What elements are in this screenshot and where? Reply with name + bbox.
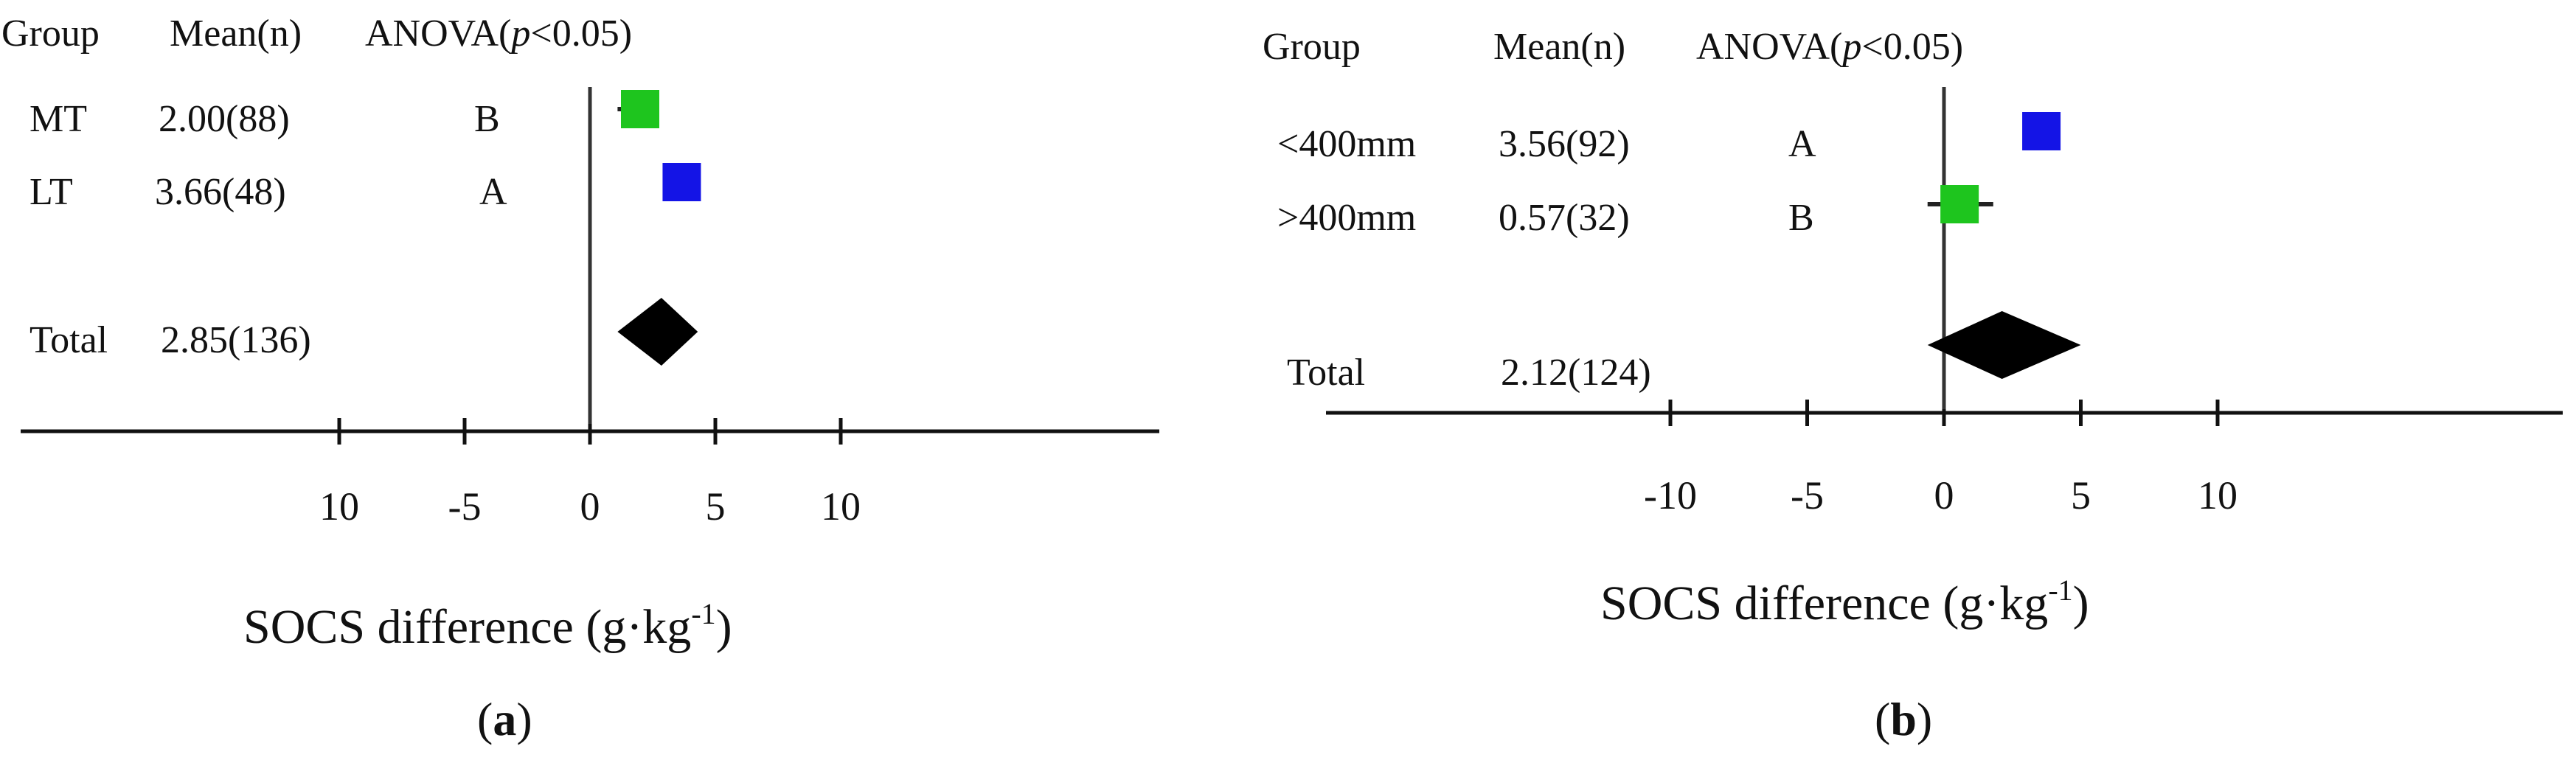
panel-b: Group Mean(n) ANOVA(p<0.05) <400mm 3.56(…: [1263, 26, 2563, 745]
panel-b-x-tick-label: 5: [2071, 473, 2091, 518]
panel-b-header-mean: Mean(n): [1493, 26, 1625, 68]
panel-b-x-tick-labels: -10 -5 0 5 10: [1644, 473, 2237, 518]
panel-b-point-estimate: [1940, 185, 1979, 223]
panel-a-row-mt-anova: B: [474, 98, 500, 140]
panel-a-header-anova: ANOVA(p<0.05): [365, 13, 632, 55]
panel-a-caption: (a): [477, 693, 532, 745]
panel-a-row-mt-mean: 2.00(88): [159, 98, 290, 140]
panel-a-point-estimate: [621, 90, 659, 128]
panel-a-x-tick-label: -5: [448, 484, 482, 529]
panel-a-axis-title: SOCS difference (g·kg-1): [243, 597, 732, 654]
panel-b-row-lt400-mean: 3.56(92): [1499, 123, 1630, 165]
panel-b-row-gt400-anova: B: [1788, 197, 1814, 239]
panel-b-header-anova: ANOVA(p<0.05): [1696, 26, 1963, 68]
panel-b-point-estimate: [2022, 112, 2061, 150]
panel-b-total-mean: 2.12(124): [1501, 352, 1651, 394]
panel-a-row-lt-mean: 3.66(48): [155, 171, 286, 213]
panel-b-x-tick-label: 10: [2198, 473, 2237, 518]
panel-b-x-tick-label: -5: [1791, 473, 1824, 518]
panel-a-x-tick-label: 10: [319, 484, 359, 529]
panel-b-marks: [1927, 112, 2081, 379]
panel-b-x-tick-label: -10: [1644, 473, 1697, 518]
panel-a-header-mean: Mean(n): [170, 13, 302, 55]
panel-b-total-diamond: [1927, 311, 2081, 379]
panel-b-x-tick-label: 0: [1934, 473, 1954, 518]
panel-a-row-mt-label: MT: [29, 98, 87, 140]
panel-a-row-lt-label: LT: [29, 171, 73, 213]
panel-a: Group Mean(n) ANOVA(p<0.05) MT 2.00(88) …: [1, 13, 1159, 745]
panel-a-x-tick-label: 5: [706, 484, 726, 529]
panel-a-x-tick-label: 0: [580, 484, 600, 529]
panel-a-point-estimate: [662, 163, 701, 201]
panel-b-row-gt400-label: >400mm: [1277, 197, 1416, 239]
panel-b-row-gt400-mean: 0.57(32): [1499, 197, 1630, 239]
panel-a-total-label: Total: [29, 319, 108, 361]
panel-b-x-ticks: [1668, 400, 2220, 426]
panel-b-caption: (b): [1875, 693, 1932, 745]
panel-a-total-diamond: [617, 298, 698, 366]
panel-a-total-mean: 2.85(136): [161, 319, 311, 361]
panel-a-x-tick-label: 10: [821, 484, 861, 529]
panel-a-row-lt-anova: A: [479, 171, 507, 213]
panel-b-total-label: Total: [1287, 352, 1365, 394]
panel-a-marks: [617, 90, 701, 366]
panel-b-axis-title: SOCS difference (g·kg-1): [1600, 574, 2089, 630]
panel-a-header-group: Group: [1, 13, 100, 55]
panel-b-header-group: Group: [1263, 26, 1361, 68]
panel-b-row-lt400-anova: A: [1788, 123, 1816, 165]
panel-b-row-lt400-label: <400mm: [1277, 123, 1416, 165]
panel-a-x-tick-labels: 10 -5 0 5 10: [319, 484, 861, 529]
